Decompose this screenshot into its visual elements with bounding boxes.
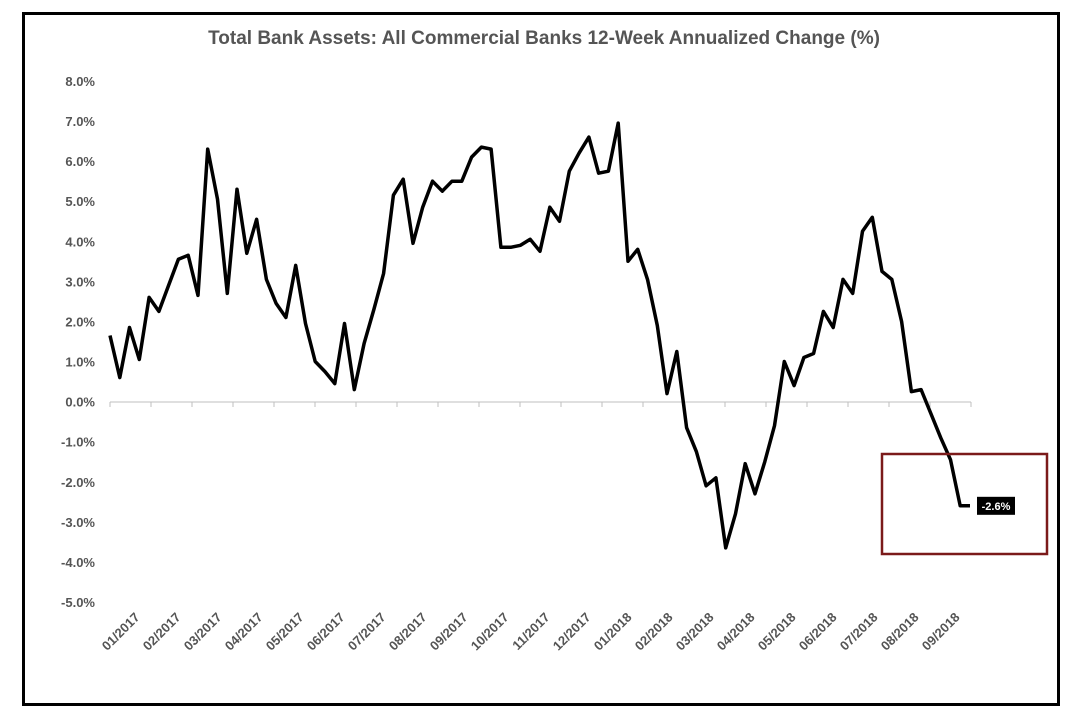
x-tick-label: 05/2018 [755,610,799,654]
x-tick-label: 08/2017 [386,610,430,654]
y-tick-label: -3.0% [61,515,95,530]
y-tick-label: 7.0% [65,114,95,129]
chart-frame [22,12,1060,706]
x-axis: 01/201702/201703/201704/201705/201706/20… [99,401,972,654]
last-value-label: -2.6% [982,501,1011,513]
y-tick-label: 4.0% [65,234,95,249]
y-tick-label: 3.0% [65,274,95,289]
x-tick-label: 01/2017 [99,610,143,654]
y-tick-label: -4.0% [61,555,95,570]
value-label-bg [977,496,1015,515]
highlight-box [880,452,1049,556]
y-tick-label: -1.0% [61,435,95,450]
x-tick-label: 01/2018 [591,610,635,654]
annotation-layer: -2.6% [880,452,1049,556]
y-tick-label: -5.0% [61,595,95,610]
x-tick-label: 04/2018 [714,610,758,654]
x-tick-label: 10/2017 [468,610,512,654]
series-layer [108,121,970,550]
x-tick-label: 12/2017 [550,610,594,654]
y-tick-label: 8.0% [65,74,95,89]
x-tick-label: 03/2018 [673,610,717,654]
x-tick-label: 09/2017 [427,610,471,654]
x-tick-label: 11/2017 [509,610,552,653]
y-tick-label: 1.0% [65,355,95,370]
x-tick-label: 07/2017 [345,610,389,654]
y-tick-label: -2.0% [61,475,95,490]
x-tick-label: 02/2017 [140,610,184,654]
y-tick-label: 0.0% [65,395,95,410]
y-tick-label: 6.0% [65,154,95,169]
x-tick-label: 02/2018 [632,610,676,654]
x-tick-label: 04/2017 [222,610,266,654]
chart-title: Total Bank Assets: All Commercial Banks … [208,28,880,49]
x-tick-label: 03/2017 [181,610,225,654]
x-tick-label: 09/2018 [919,610,963,654]
x-tick-label: 08/2018 [878,610,922,654]
y-axis: 8.0% 7.0% 6.0% 5.0% 4.0% 3.0% 2.0% 1.0% 0.0% -1.0… [61,74,95,610]
y-tick-label: 5.0% [65,194,95,209]
x-tick-label: 06/2017 [304,610,348,654]
series-line [108,121,970,550]
x-tick-label: 05/2017 [263,610,307,654]
y-tick-label: 2.0% [65,314,95,329]
x-tick-label: 06/2018 [796,610,840,654]
x-tick-label: 07/2018 [837,610,881,654]
